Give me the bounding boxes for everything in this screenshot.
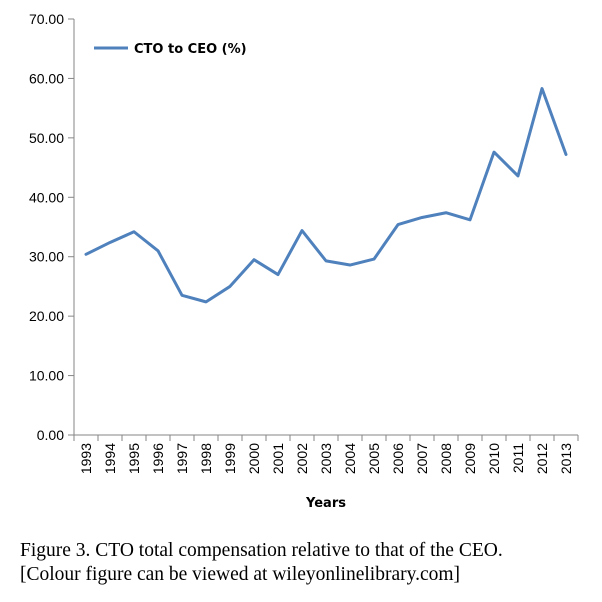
y-tick-label: 60.00 (29, 70, 64, 86)
y-tick-label: 10.00 (29, 368, 64, 384)
x-tick-label: 1995 (126, 443, 142, 474)
x-tick-label: 2006 (390, 443, 406, 474)
line-chart-svg: 0.0010.0020.0030.0040.0050.0060.0070.00 … (29, 11, 579, 511)
x-tick-label: 2009 (462, 443, 478, 474)
x-tick-label: 2013 (558, 443, 574, 474)
x-tick-label: 2011 (510, 443, 526, 473)
x-tick-label: 1999 (222, 443, 238, 474)
x-tick-label: 1996 (150, 443, 166, 474)
x-tick-label: 1993 (78, 443, 94, 474)
figure-caption: Figure 3. CTO total compensation relativ… (20, 539, 584, 587)
x-tick-label: 1998 (198, 443, 214, 474)
y-tick-label: 0.00 (37, 427, 64, 443)
x-tick-label: 2010 (486, 443, 502, 474)
x-tick-label: 2002 (294, 443, 310, 474)
y-axis-ticks: 0.00 10.00 20.00 30.00 40.00 50.00 60.00 70.00 (29, 11, 74, 443)
y-tick-label: 40.00 (29, 189, 64, 205)
legend-label: CTO to CEO (%) (134, 42, 247, 57)
y-tick-label: 30.00 (29, 249, 64, 265)
x-tick-label: 2005 (366, 443, 382, 474)
x-tick-label: 2012 (534, 443, 550, 474)
y-tick-label: 70.00 (29, 11, 64, 27)
caption-line-2: [Colour figure can be viewed at wileyonl… (20, 564, 461, 585)
chart: 0.00 10.00 20.00 30.00 40.00 50.00 60.00 70.00 … (29, 11, 579, 511)
x-tick-label: 1997 (174, 443, 190, 474)
legend: CTO to CEO (%) (94, 42, 247, 57)
x-tick-label: 2000 (246, 443, 262, 474)
x-tick-label: 1994 (102, 443, 118, 474)
x-tick-label: 2008 (438, 443, 454, 474)
series-line (84, 87, 568, 304)
x-tick-label: 2001 (270, 443, 286, 474)
x-axis-title: Years (305, 496, 346, 511)
x-axis-ticks: 1993 1994 1995 1996 1997 1998 1999 2000 2001 2002… (73, 435, 579, 474)
x-tick-label: 2004 (342, 443, 358, 474)
caption-line-1: Figure 3. CTO total compensation relativ… (20, 540, 503, 561)
x-tick-label: 2007 (414, 443, 430, 474)
x-tick-label: 2003 (318, 443, 334, 474)
series (84, 87, 568, 304)
axes (73, 19, 578, 436)
y-tick-label: 20.00 (29, 308, 64, 324)
y-tick-label: 50.00 (29, 130, 64, 146)
